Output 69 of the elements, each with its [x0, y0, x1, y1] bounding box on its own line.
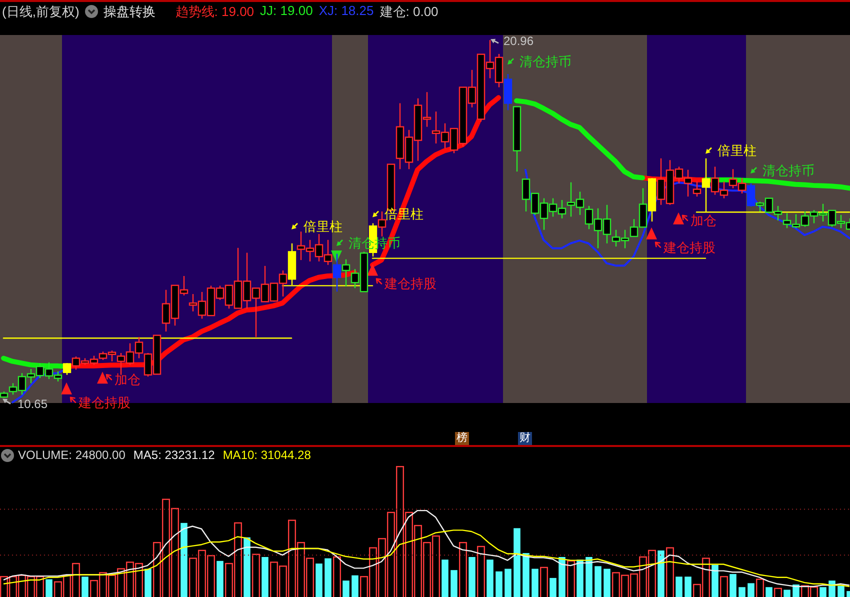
bar	[82, 576, 88, 597]
bar	[316, 564, 322, 597]
bar	[594, 566, 602, 597]
bar	[658, 550, 664, 597]
point	[367, 264, 378, 276]
text: 财	[518, 432, 532, 445]
legend-label: 加仓	[114, 372, 140, 388]
chart-subtitle: 操盘转换	[103, 2, 156, 20]
candlestick	[746, 182, 756, 208]
chart-title: (日线,前复权)	[2, 2, 80, 20]
bar	[504, 568, 512, 597]
text: 倍里柱	[718, 143, 757, 158]
bar	[576, 560, 584, 597]
text: 建仓持股	[78, 394, 130, 410]
text: 建仓持股	[664, 240, 716, 255]
bar	[468, 556, 476, 597]
bar	[324, 558, 332, 597]
bar	[712, 564, 718, 597]
text: 榜	[455, 432, 469, 445]
bar	[748, 583, 754, 597]
bar	[450, 570, 458, 597]
text: MA10: 31044.28	[222, 448, 311, 462]
point	[61, 382, 72, 394]
bar	[496, 571, 502, 597]
text: 10.65	[18, 396, 48, 411]
bar	[550, 578, 556, 597]
bar	[766, 587, 772, 597]
text: VOLUME: 24800.00	[18, 448, 126, 462]
candlestick	[342, 258, 350, 287]
bar	[216, 560, 224, 597]
bar	[342, 580, 350, 597]
bar	[738, 587, 746, 597]
bar	[558, 556, 566, 597]
bar	[244, 537, 250, 597]
text: 建仓: 0.00	[380, 2, 438, 20]
legend-label: 建仓持股	[384, 276, 436, 292]
bar	[684, 576, 692, 597]
text: XJ: 18.25	[318, 2, 374, 20]
text: 加仓	[690, 212, 717, 228]
candlestick	[62, 362, 72, 376]
candlestick	[692, 181, 702, 198]
bar	[586, 556, 592, 597]
legend-label: 倍里柱	[304, 218, 342, 234]
bar	[486, 560, 494, 597]
bar	[828, 580, 836, 597]
bar	[352, 575, 358, 597]
bar	[730, 574, 736, 597]
text: 清仓持币	[762, 163, 815, 178]
bar	[676, 576, 682, 597]
bar	[604, 568, 610, 597]
bar	[792, 584, 800, 597]
bar	[514, 528, 520, 597]
point	[97, 372, 108, 384]
bar	[820, 587, 826, 597]
bar	[442, 560, 448, 597]
bar	[46, 579, 52, 597]
text: 趋势线: 19.00	[175, 2, 254, 20]
bar	[532, 568, 538, 597]
text: 清仓持币	[520, 54, 572, 70]
bar	[522, 553, 530, 597]
text: MA5: 23231.12	[133, 448, 215, 462]
bar	[784, 590, 790, 597]
text: 20.96	[504, 34, 534, 48]
text: JJ: 19.00	[260, 2, 313, 20]
bar	[838, 586, 844, 597]
bar	[180, 522, 188, 597]
candlestick	[504, 73, 512, 111]
bar	[144, 568, 152, 597]
bar	[262, 556, 268, 597]
